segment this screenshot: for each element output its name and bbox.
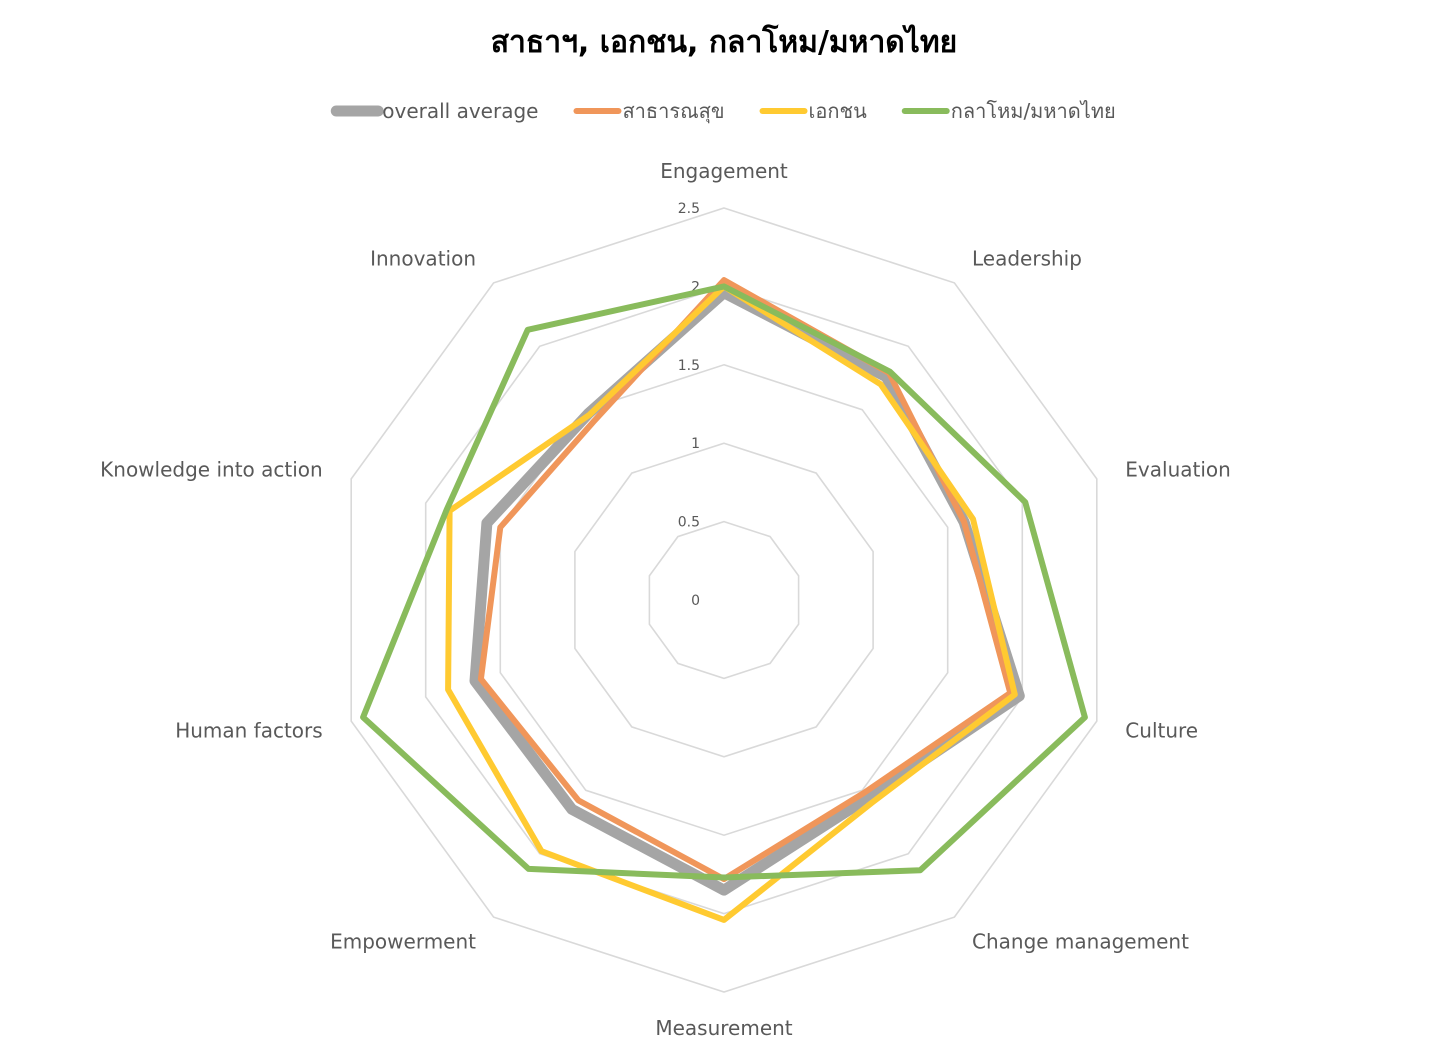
series-line-0 bbox=[469, 287, 1025, 896]
chart-title: สาธาฯ, เอกชน, กลาโหม/มหาดไทย bbox=[491, 23, 957, 60]
category-axis-labels: Engagement Leadership Evaluation Culture Cha… bbox=[100, 159, 1231, 1040]
category-label: Leadership bbox=[972, 247, 1082, 271]
tick-label: 0 bbox=[691, 593, 700, 609]
tick-label: 2.5 bbox=[678, 201, 700, 217]
tick-label: 2 bbox=[691, 279, 700, 295]
radial-tick-labels: 0 0.5 1 1.5 2 2.5 bbox=[678, 201, 700, 609]
legend-label: สาธารณสุข bbox=[622, 99, 724, 124]
category-label: Measurement bbox=[655, 1016, 792, 1040]
category-label: Knowledge into action bbox=[100, 458, 323, 482]
grid-ring-1 bbox=[648, 520, 800, 680]
legend-label: overall average bbox=[382, 99, 538, 123]
legend-label: กลาโหม/มหาดไทย bbox=[951, 99, 1116, 123]
category-label: Evaluation bbox=[1125, 458, 1231, 482]
series-line-2 bbox=[445, 283, 1018, 923]
tick-label: 0.5 bbox=[678, 515, 700, 531]
grid-ring-4 bbox=[424, 285, 1024, 915]
category-label: Human factors bbox=[175, 718, 323, 742]
grid-ring-2 bbox=[574, 442, 874, 758]
radar-grid bbox=[350, 207, 1098, 993]
tick-label: 1.5 bbox=[678, 358, 700, 374]
tick-label: 1 bbox=[691, 436, 700, 452]
category-label: Empowerment bbox=[330, 929, 476, 953]
grid-ring-5 bbox=[350, 207, 1098, 993]
grid-ring-3 bbox=[499, 363, 949, 837]
legend: overall average สาธารณสุข เอกชน กลาโหม/มหาด… bbox=[330, 99, 1116, 124]
series-lines bbox=[360, 277, 1088, 923]
category-label: Innovation bbox=[370, 247, 476, 271]
legend-label: เอกชน bbox=[809, 99, 868, 123]
category-label: Engagement bbox=[660, 159, 788, 183]
series-line-3 bbox=[360, 283, 1088, 881]
category-label: Change management bbox=[972, 929, 1189, 953]
category-label: Culture bbox=[1125, 718, 1198, 742]
